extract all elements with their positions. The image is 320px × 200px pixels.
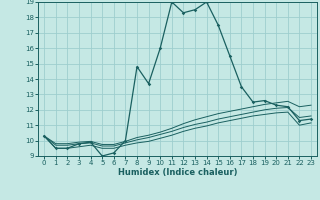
X-axis label: Humidex (Indice chaleur): Humidex (Indice chaleur) bbox=[118, 168, 237, 177]
